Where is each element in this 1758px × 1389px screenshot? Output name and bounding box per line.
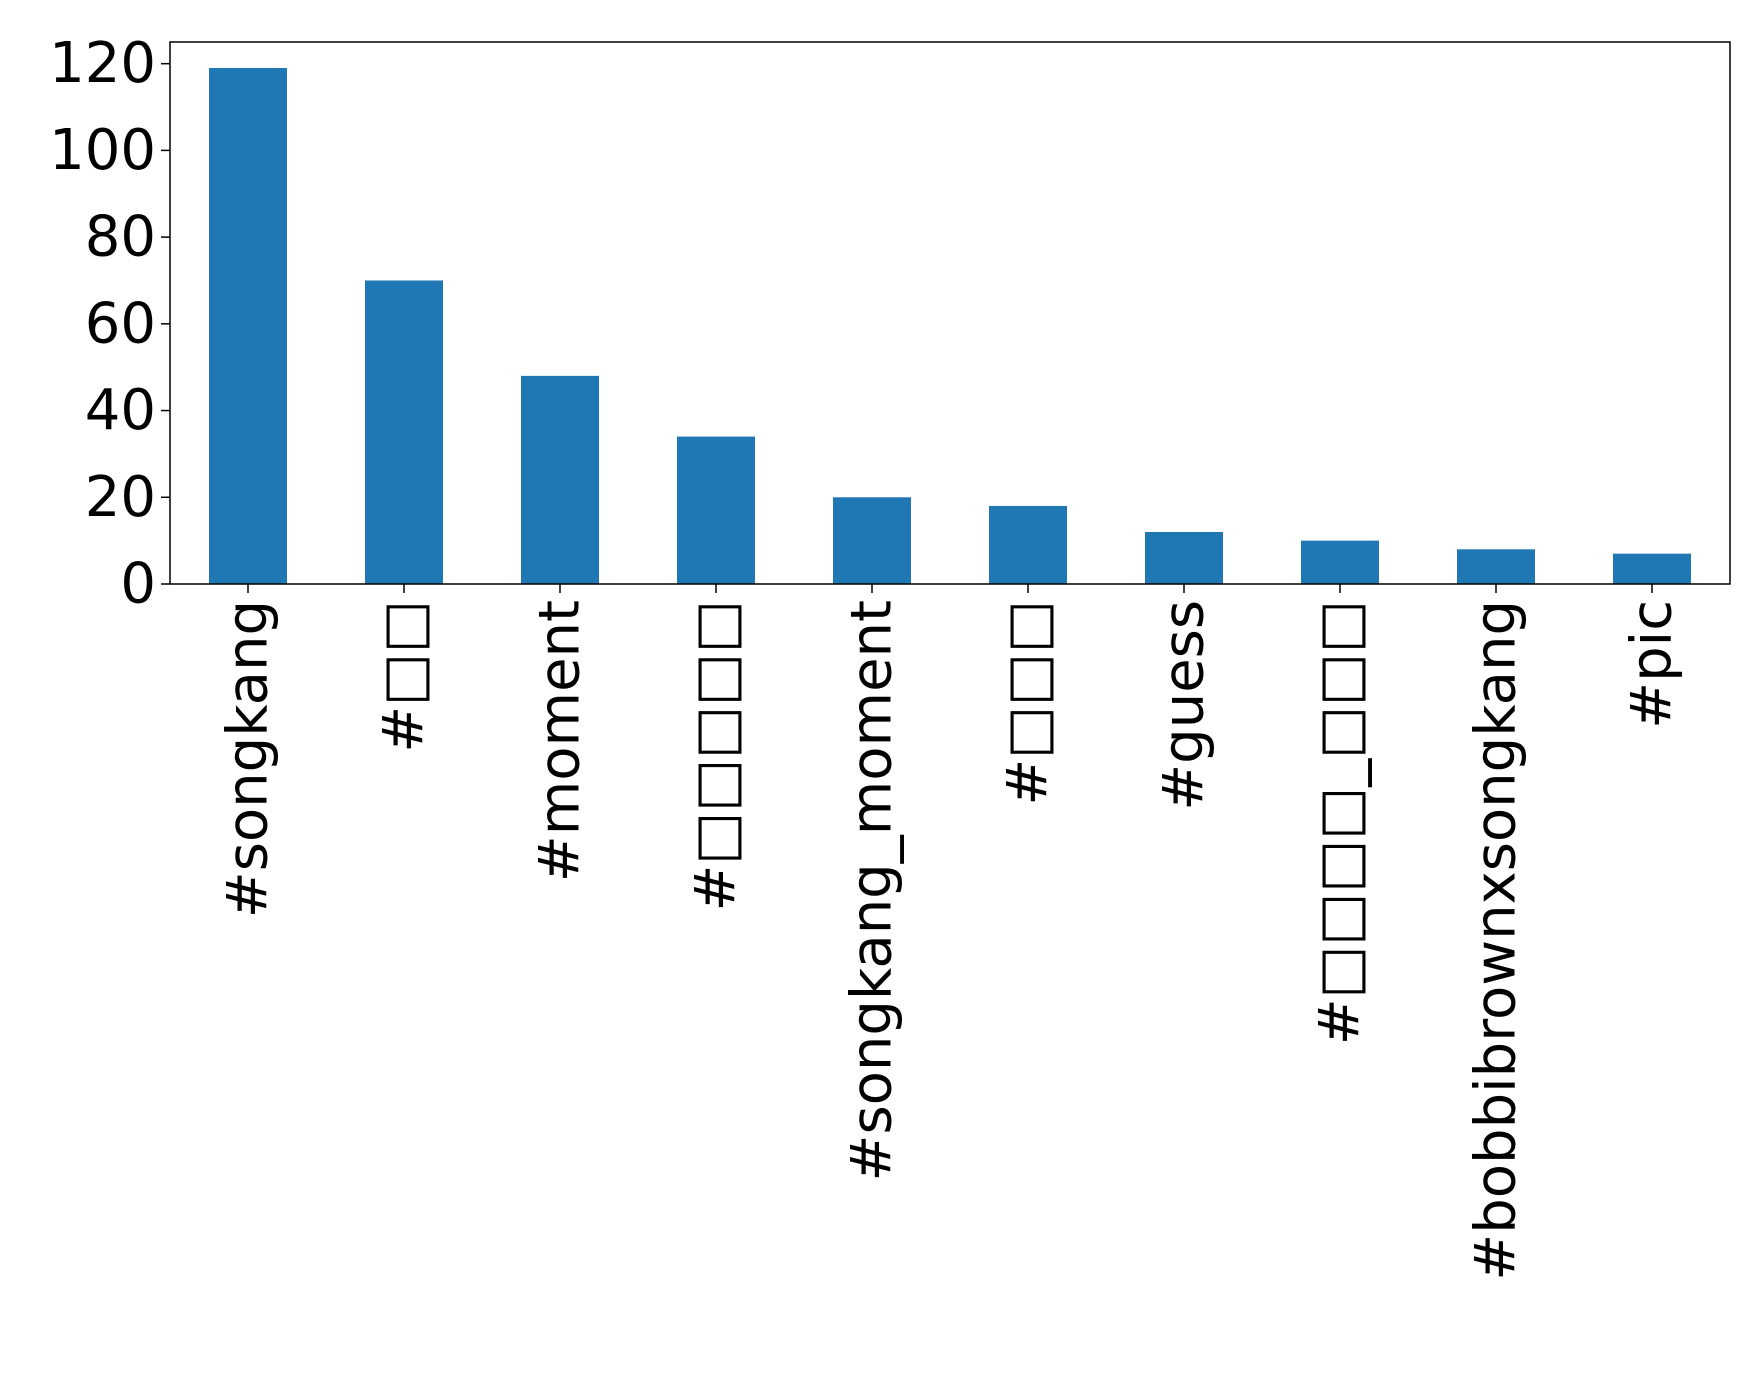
- x-tick-label-3: #□□□□□: [684, 600, 749, 911]
- x-tick-label-4: #songkang_moment: [840, 600, 905, 1181]
- x-tick-label-6: #guess: [1152, 600, 1217, 811]
- bar-2: [521, 375, 599, 584]
- y-tick-label-5: 100: [49, 118, 156, 183]
- bar-4: [833, 497, 911, 584]
- y-tick-label-0: 0: [120, 552, 156, 617]
- x-tick-label-7: #□□□□_□□□: [1308, 600, 1373, 1045]
- bar-6: [1145, 531, 1223, 584]
- x-tick-label-2: #moment: [528, 600, 593, 882]
- bar-9: [1613, 553, 1691, 584]
- y-tick-label-2: 40: [85, 378, 156, 443]
- y-tick-label-4: 80: [85, 205, 156, 270]
- x-tick-label-0: #songkang: [216, 600, 281, 918]
- x-tick-label-8: #bobbibrownxsongkang: [1464, 600, 1529, 1281]
- bar-7: [1301, 540, 1379, 584]
- bar-5: [989, 505, 1067, 584]
- bar-8: [1457, 549, 1535, 584]
- y-tick-label-3: 60: [85, 291, 156, 356]
- plot-frame: [169, 41, 1731, 585]
- bar-0: [209, 68, 287, 585]
- x-tick-label-9: #pic: [1620, 600, 1685, 729]
- y-tick-label-6: 120: [49, 31, 156, 96]
- x-tick-label-1: #□□: [372, 600, 437, 753]
- x-tick-label-5: #□□□: [996, 600, 1061, 806]
- bar-3: [677, 436, 755, 584]
- y-tick-label-1: 20: [85, 465, 156, 530]
- bar-1: [365, 280, 443, 584]
